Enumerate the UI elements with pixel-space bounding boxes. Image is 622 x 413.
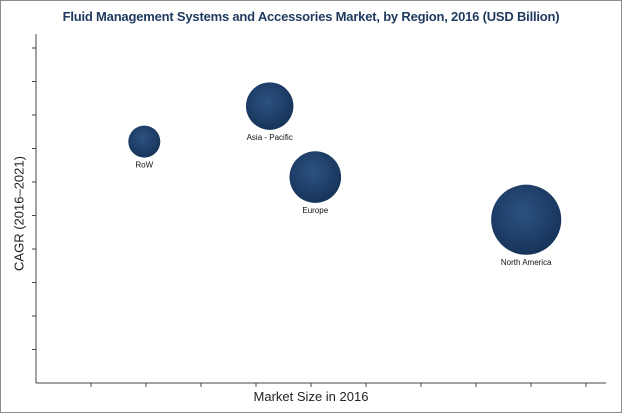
- bubble-asia-pacific: [245, 82, 294, 130]
- chart-title: Fluid Management Systems and Accessories…: [62, 9, 560, 24]
- bubbles: RoW Asia - Pacific Europe North America: [128, 82, 562, 267]
- bubble-north-america: [491, 184, 562, 255]
- bubble-label-asia-pacific: Asia - Pacific: [247, 133, 293, 142]
- bubble-label-europe: Europe: [302, 206, 328, 215]
- axes: [32, 34, 606, 387]
- bubble-label-north-america: North America: [501, 258, 552, 267]
- bubble-europe: [289, 151, 342, 203]
- x-axis-label: Market Size in 2016: [253, 389, 369, 404]
- bubble-label-row: RoW: [135, 161, 153, 170]
- bubble-row: [128, 125, 161, 158]
